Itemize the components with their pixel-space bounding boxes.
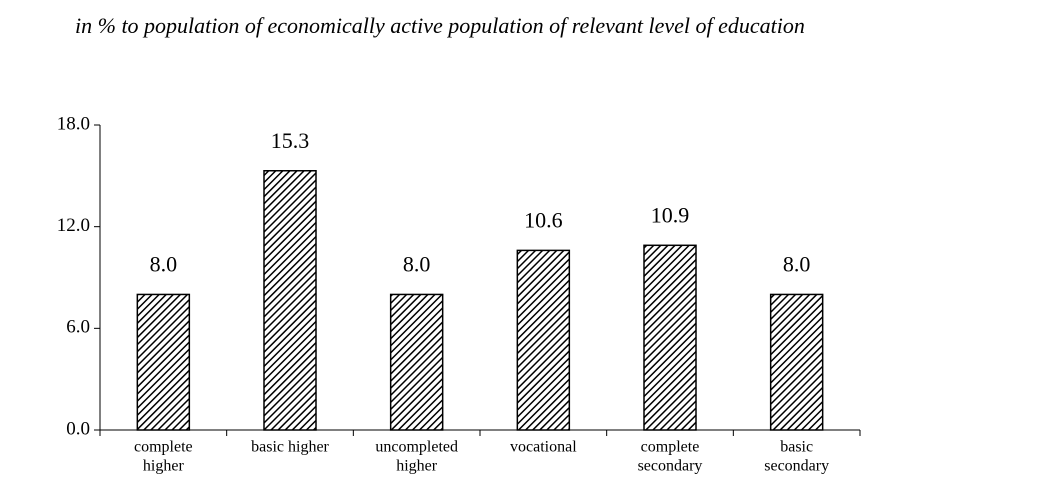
y-tick-label: 12.0 <box>57 215 90 236</box>
chart-title: in % to population of economically activ… <box>75 13 805 38</box>
x-tick-label: basic <box>780 439 813 456</box>
x-tick-label: vocational <box>510 439 577 456</box>
value-label: 15.3 <box>271 128 310 153</box>
value-label: 8.0 <box>783 251 811 276</box>
y-tick-label: 18.0 <box>57 113 90 134</box>
x-tick-label: uncompleted <box>375 439 458 456</box>
bar <box>769 293 824 431</box>
value-label: 8.0 <box>150 251 178 276</box>
x-tick-label: higher <box>396 458 438 475</box>
y-tick-label: 0.0 <box>66 418 90 439</box>
value-label: 10.9 <box>651 202 690 227</box>
x-tick-label: basic higher <box>251 439 329 456</box>
bar <box>136 293 191 431</box>
value-label: 10.6 <box>524 207 563 232</box>
x-tick-label: complete <box>641 439 700 456</box>
x-tick-label: complete <box>134 439 193 456</box>
x-tick-label: secondary <box>638 458 703 475</box>
bar <box>389 293 444 431</box>
bar <box>516 249 571 431</box>
y-tick-label: 6.0 <box>66 317 90 338</box>
bar <box>263 170 317 431</box>
x-tick-label: secondary <box>764 458 829 475</box>
x-tick-label: higher <box>143 458 185 475</box>
value-label: 8.0 <box>403 251 431 276</box>
bar <box>643 244 697 431</box>
